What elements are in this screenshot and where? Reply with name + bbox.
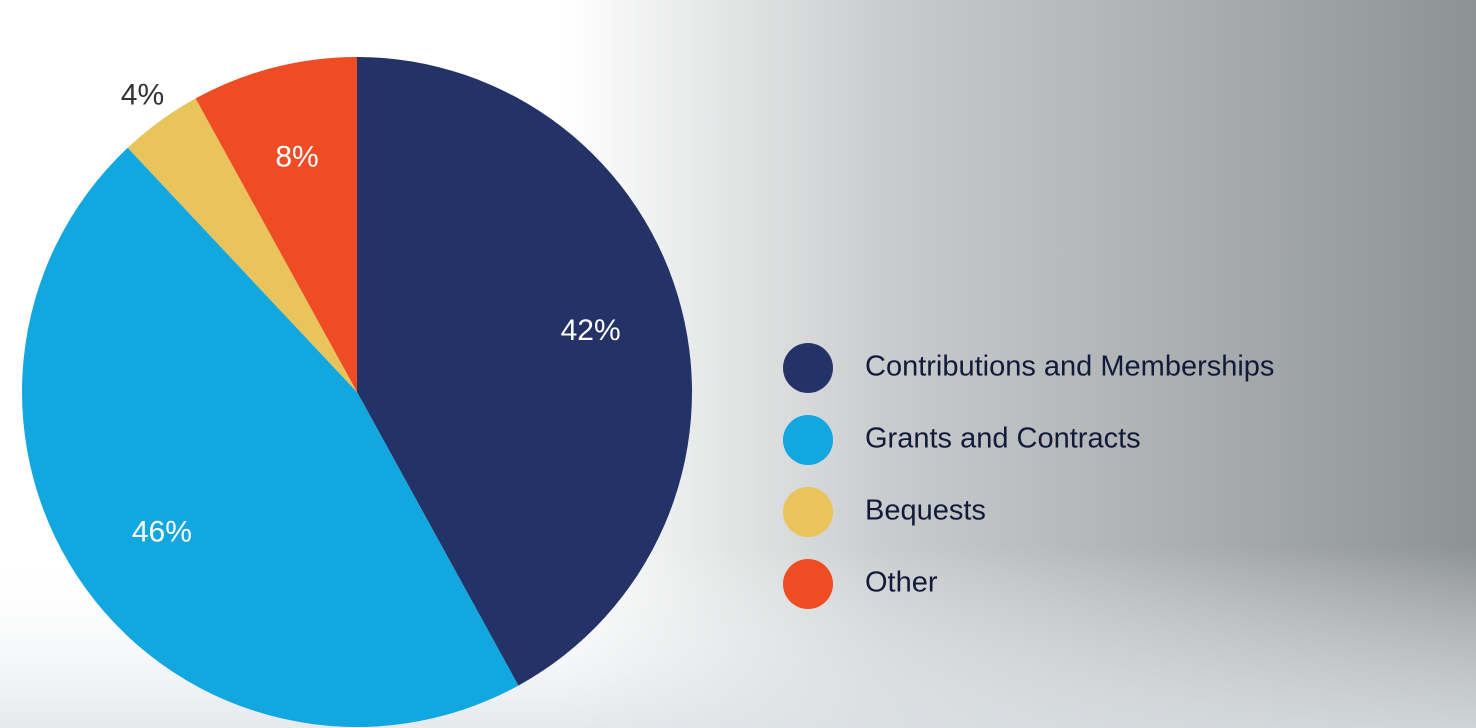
- legend-label: Contributions and Memberships: [865, 351, 1274, 383]
- pie-slice: [195, 57, 357, 392]
- slice-label: 8%: [275, 140, 318, 173]
- legend-swatch: [783, 343, 833, 393]
- pie: 42% 46% 4% 8%: [22, 57, 692, 727]
- pie-slice: [22, 147, 519, 727]
- pie-slice: [127, 98, 357, 393]
- legend-label: Grants and Contracts: [865, 423, 1141, 455]
- legend-label: Bequests: [865, 495, 986, 527]
- slice-label: 4%: [121, 79, 164, 112]
- legend: Contributions and Memberships Grants and …: [783, 343, 1274, 609]
- slice-label: 46%: [132, 516, 192, 549]
- legend-swatch: [783, 415, 833, 465]
- legend-label: Other: [865, 567, 938, 599]
- legend-swatch: [783, 487, 833, 537]
- legend-swatch: [783, 559, 833, 609]
- pie-slice: [357, 57, 692, 686]
- slice-label: 42%: [561, 314, 621, 347]
